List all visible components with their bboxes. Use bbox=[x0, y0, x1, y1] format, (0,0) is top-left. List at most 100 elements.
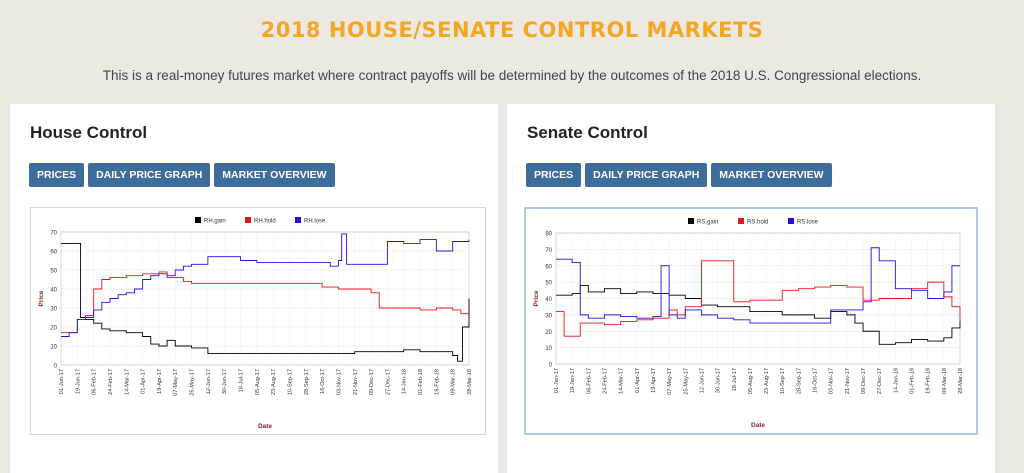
house-ytick-label: 20 bbox=[50, 326, 57, 332]
house-xtick-label: 07-May-17 bbox=[173, 369, 179, 396]
house-button-row: PRICES DAILY PRICE GRAPH MARKET OVERVIEW bbox=[29, 163, 335, 187]
senate-xtick-label: 12-Jun-17 bbox=[699, 368, 705, 393]
house-legend-swatch-RH.gain bbox=[195, 217, 201, 223]
senate-xtick-label: 06-Feb-17 bbox=[586, 368, 592, 394]
house-ytick-label: 70 bbox=[50, 231, 57, 237]
house-xtick-label: 09-Dec-17 bbox=[369, 369, 375, 395]
house-ytick-label: 50 bbox=[50, 269, 57, 275]
house-xtick-label: 12-Jun-17 bbox=[206, 369, 212, 394]
senate-xtick-label: 07-May-17 bbox=[667, 368, 673, 395]
senate-ytick-label: 70 bbox=[545, 248, 552, 254]
senate-ytick-label: 40 bbox=[545, 297, 552, 303]
senate-xtick-label: 28-Sep-17 bbox=[796, 368, 802, 394]
senate-xtick-label: 19-Apr-17 bbox=[651, 368, 657, 393]
senate-series-RS.lose bbox=[556, 247, 960, 324]
senate-legend-label-RS.gain: RS.gain bbox=[697, 220, 718, 226]
house-xtick-label: 21-Nov-17 bbox=[353, 369, 359, 395]
house-xtick-label: 01-Apr-17 bbox=[141, 369, 147, 394]
house-legend-label-RH.gain: RH.gain bbox=[204, 219, 226, 225]
senate-legend-swatch-RS.gain bbox=[688, 218, 694, 224]
house-xtick-label: 09-Mar-18 bbox=[451, 369, 457, 395]
senate-xtick-label: 01-Apr-17 bbox=[635, 368, 641, 393]
senate-legend-label-RS.hold: RS.hold bbox=[747, 220, 768, 226]
senate-control-title: Senate Control bbox=[527, 123, 648, 142]
house-ytick-label: 0 bbox=[54, 364, 58, 370]
house-xtick-label: 10-Sep-17 bbox=[287, 369, 293, 395]
house-plot-area bbox=[60, 231, 470, 366]
house-series-RH.hold bbox=[61, 271, 469, 334]
house-xtick-label: 01-Feb-18 bbox=[418, 369, 424, 395]
house-chart-frame: 0 10 20 30 40 50 60 70 01-Jun-17 19-Jun-17 06-Feb-… bbox=[30, 207, 486, 435]
senate-xtick-label: 24-Feb-17 bbox=[602, 368, 608, 394]
house-series-RH.lose bbox=[61, 233, 470, 337]
house-xtick-label: 05-Aug-17 bbox=[255, 369, 261, 395]
house-market-overview-button[interactable]: MARKET OVERVIEW bbox=[214, 163, 335, 187]
house-control-panel: House Control PRICES DAILY PRICE GRAPH M… bbox=[10, 104, 498, 473]
house-legend-label-RH.lose: RH.lose bbox=[304, 219, 326, 225]
senate-market-overview-button[interactable]: MARKET OVERVIEW bbox=[711, 163, 832, 187]
senate-xtick-label: 09-Mar-18 bbox=[942, 368, 948, 394]
senate-xtick-label: 27-Dec-17 bbox=[877, 368, 883, 394]
senate-xlabel: Date bbox=[751, 422, 765, 429]
house-xtick-label: 28-Sep-17 bbox=[304, 369, 310, 395]
senate-xtick-label: 14-Mar-17 bbox=[619, 368, 625, 394]
house-xtick-label: 18-Jul-17 bbox=[239, 369, 245, 392]
page-subtitle: This is a real-money futures market wher… bbox=[102, 68, 922, 83]
house-xtick-label: 28-Mar-18 bbox=[467, 369, 473, 395]
senate-legend-label-RS.lose: RS.lose bbox=[797, 220, 819, 226]
senate-xtick-label: 01-Jan-17 bbox=[554, 368, 560, 393]
senate-xtick-label: 19-Feb-18 bbox=[926, 368, 932, 394]
senate-xtick-label: 19-Jan-17 bbox=[570, 368, 576, 393]
house-xtick-label: 03-Nov-17 bbox=[336, 369, 342, 395]
senate-prices-button[interactable]: PRICES bbox=[526, 163, 582, 187]
senate-xtick-label: 30-Jun-17 bbox=[716, 368, 722, 393]
senate-xtick-label: 10-Sep-17 bbox=[780, 368, 786, 394]
senate-xtick-label: 25-May-17 bbox=[683, 368, 689, 395]
house-legend-swatch-RH.hold bbox=[245, 217, 251, 223]
senate-ylabel: Price bbox=[533, 290, 540, 306]
house-prices-button[interactable]: PRICES bbox=[29, 163, 85, 187]
house-xtick-label: 23-Aug-17 bbox=[271, 369, 277, 395]
senate-xtick-label: 05-Aug-17 bbox=[748, 368, 754, 394]
house-xtick-label: 14-Mar-17 bbox=[124, 369, 130, 395]
senate-button-row: PRICES DAILY PRICE GRAPH MARKET OVERVIEW bbox=[526, 163, 832, 187]
house-xtick-label: 16-Oct-17 bbox=[320, 369, 326, 394]
house-ytick-label: 10 bbox=[50, 345, 57, 351]
senate-legend-swatch-RS.hold bbox=[738, 218, 744, 224]
senate-xtick-label: 23-Aug-17 bbox=[764, 368, 770, 394]
house-xtick-label: 01-Jun-17 bbox=[59, 369, 65, 394]
house-xtick-label: 19-Apr-17 bbox=[157, 369, 163, 394]
senate-legend-swatch-RS.lose bbox=[788, 218, 794, 224]
house-ytick-label: 30 bbox=[50, 307, 57, 313]
house-xtick-label: 06-Feb-17 bbox=[92, 369, 98, 395]
senate-xtick-label: 14-Jan-18 bbox=[893, 368, 899, 393]
senate-series-RS.gain bbox=[556, 284, 961, 345]
house-xtick-label: 25-May-17 bbox=[190, 369, 196, 396]
senate-ytick-label: 10 bbox=[545, 346, 552, 352]
senate-ytick-label: 50 bbox=[545, 281, 552, 287]
senate-series-RS.hold bbox=[556, 260, 961, 337]
senate-ytick-label: 0 bbox=[549, 363, 553, 369]
senate-xtick-label: 01-Feb-18 bbox=[910, 368, 916, 394]
house-xtick-label: 30-Jun-17 bbox=[222, 369, 228, 394]
house-xtick-label: 24-Feb-17 bbox=[108, 369, 114, 395]
house-legend-swatch-RH.lose bbox=[295, 217, 301, 223]
house-ytick-label: 60 bbox=[50, 250, 57, 256]
house-ylabel: Price bbox=[38, 290, 45, 306]
house-xlabel: Date bbox=[258, 423, 272, 430]
senate-xtick-label: 28-Mar-18 bbox=[958, 368, 964, 394]
house-price-chart: 0 10 20 30 40 50 60 70 01-Jun-17 19-Jun-17 06-Feb-… bbox=[38, 217, 473, 430]
house-series-RH.gain bbox=[61, 242, 470, 362]
senate-chart-frame: 0 10 20 30 40 50 60 70 80 01-Jan-17 19-Jan-17 06-Fe… bbox=[524, 207, 978, 435]
senate-ytick-label: 80 bbox=[545, 232, 552, 238]
house-daily-price-graph-button[interactable]: DAILY PRICE GRAPH bbox=[88, 163, 211, 187]
house-ytick-label: 40 bbox=[50, 288, 57, 294]
senate-daily-price-graph-button[interactable]: DAILY PRICE GRAPH bbox=[585, 163, 708, 187]
senate-control-panel: Senate Control PRICES DAILY PRICE GRAPH … bbox=[507, 104, 995, 473]
house-xtick-label: 19-Feb-18 bbox=[434, 369, 440, 395]
house-control-title: House Control bbox=[30, 123, 148, 142]
house-xtick-label: 19-Jun-17 bbox=[75, 369, 81, 394]
senate-xtick-label: 16-Oct-17 bbox=[813, 368, 819, 393]
senate-xtick-label: 03-Nov-17 bbox=[829, 368, 835, 394]
house-xtick-label: 27-Dec-17 bbox=[385, 369, 391, 395]
